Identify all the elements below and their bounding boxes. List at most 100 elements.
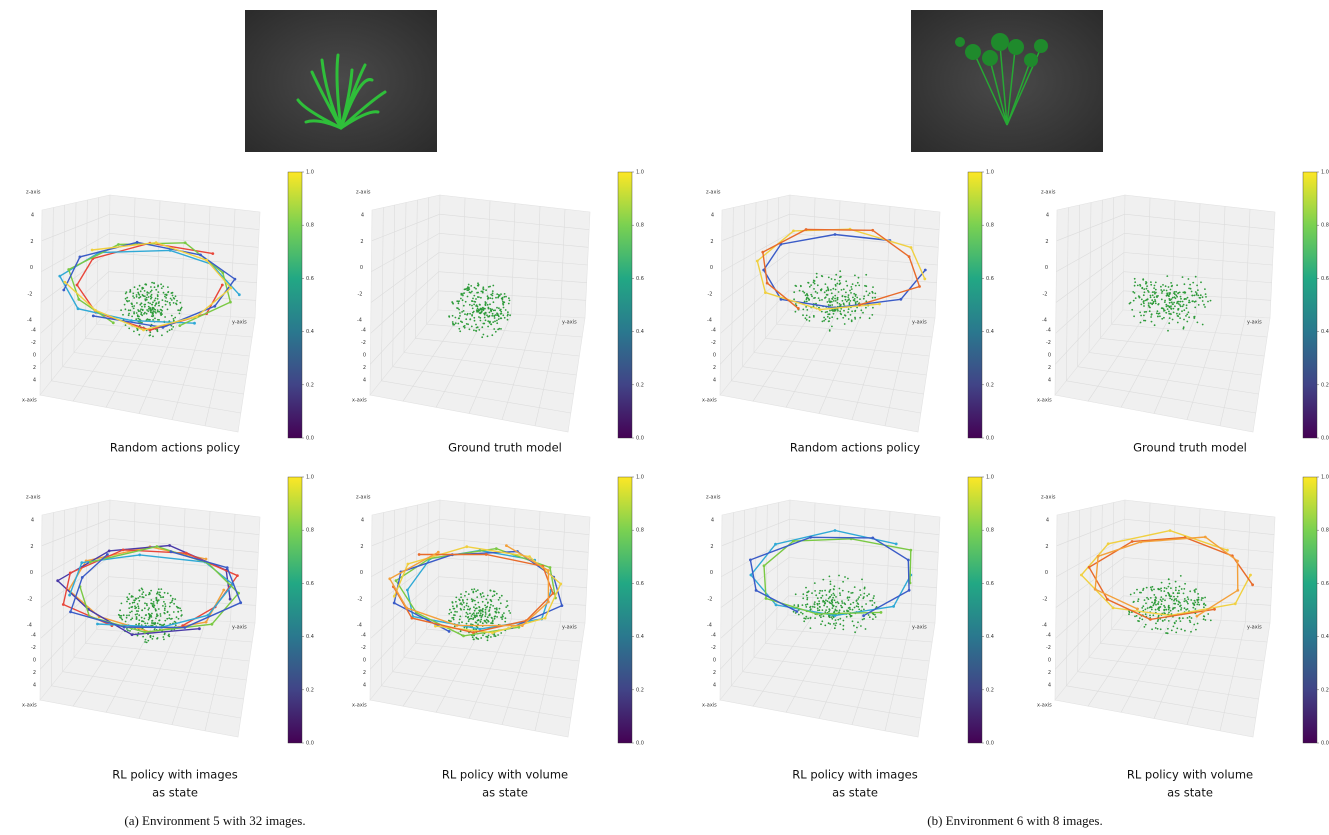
axis-label: y-axis (1247, 625, 1262, 631)
point (169, 614, 171, 616)
point (129, 612, 131, 614)
point (498, 611, 500, 613)
point (146, 294, 148, 296)
point (137, 605, 139, 607)
camera-pose (547, 569, 550, 572)
point (835, 606, 837, 608)
point (817, 609, 819, 611)
point (155, 597, 157, 599)
point (474, 610, 476, 612)
point (1148, 302, 1150, 304)
camera-pose (505, 544, 508, 547)
camera-pose (221, 284, 224, 287)
point (1155, 303, 1157, 305)
point (1187, 617, 1189, 619)
point (856, 301, 858, 303)
point (1185, 315, 1187, 317)
point (1155, 282, 1157, 284)
camera-pose (544, 617, 547, 620)
point (148, 296, 150, 298)
point (854, 631, 856, 633)
camera-pose (871, 229, 874, 232)
point (457, 307, 459, 309)
point (452, 602, 454, 604)
point (841, 289, 843, 291)
pane (438, 195, 590, 318)
point (806, 298, 808, 300)
point (815, 594, 817, 596)
point (485, 607, 487, 609)
point (833, 313, 835, 315)
panel-caption: RL policy with images (792, 768, 917, 782)
point (146, 605, 148, 607)
point (151, 304, 153, 306)
axis-tick-label: 0 (1048, 658, 1051, 664)
axis-tick-label: 4 (31, 518, 34, 524)
point (1183, 309, 1185, 311)
point (480, 614, 482, 616)
point (481, 615, 483, 617)
camera-pose (1088, 566, 1091, 569)
point (473, 311, 475, 313)
point (1182, 305, 1184, 307)
point (1144, 311, 1146, 313)
point (487, 637, 489, 639)
axis-label: x-axis (1037, 398, 1052, 404)
point (865, 307, 867, 309)
point (489, 590, 491, 592)
point (492, 285, 494, 287)
point (139, 285, 141, 287)
camera-pose (239, 601, 242, 604)
point (133, 305, 135, 307)
point (493, 328, 495, 330)
point (1170, 282, 1172, 284)
camera-pose (123, 626, 126, 629)
point (849, 302, 851, 304)
point (1166, 290, 1168, 292)
camera-pose (236, 574, 239, 577)
point (464, 595, 466, 597)
point (1170, 610, 1172, 612)
point (487, 295, 489, 297)
point (857, 606, 859, 608)
axis-tick-label: 4 (33, 683, 36, 689)
point (494, 320, 496, 322)
point (456, 611, 458, 613)
point (136, 618, 138, 620)
point (1147, 607, 1149, 609)
point (469, 608, 471, 610)
point (137, 316, 139, 318)
point (491, 315, 493, 317)
point (859, 298, 861, 300)
point (496, 307, 498, 309)
axis-tick-label: -4 (31, 328, 36, 334)
point (828, 277, 830, 279)
point (1144, 599, 1146, 601)
point (135, 598, 137, 600)
colorbar-tick-label: 1.0 (986, 475, 994, 481)
point (1151, 299, 1153, 301)
colorbar-tick-label: 0.6 (306, 581, 314, 587)
point (847, 596, 849, 598)
camera-pose (108, 550, 111, 553)
point (136, 312, 138, 314)
point (1145, 300, 1147, 302)
axis-label: y-axis (562, 625, 577, 631)
colorbar-tick-label: 0.2 (306, 687, 314, 693)
point (164, 592, 166, 594)
axis-tick-label: 0 (1045, 265, 1048, 271)
point (1194, 590, 1196, 592)
axis-tick-label: 4 (711, 213, 714, 219)
camera-pose (77, 307, 80, 310)
point (1156, 312, 1158, 314)
point (1197, 593, 1199, 595)
camera-pose (1139, 541, 1142, 544)
point (142, 636, 144, 638)
point (872, 286, 874, 288)
point (839, 270, 841, 272)
point (857, 621, 859, 623)
point (492, 623, 494, 625)
colorbar-tick-label: 0.6 (306, 276, 314, 282)
point (505, 606, 507, 608)
colorbar-tick-label: 0.2 (306, 382, 314, 388)
